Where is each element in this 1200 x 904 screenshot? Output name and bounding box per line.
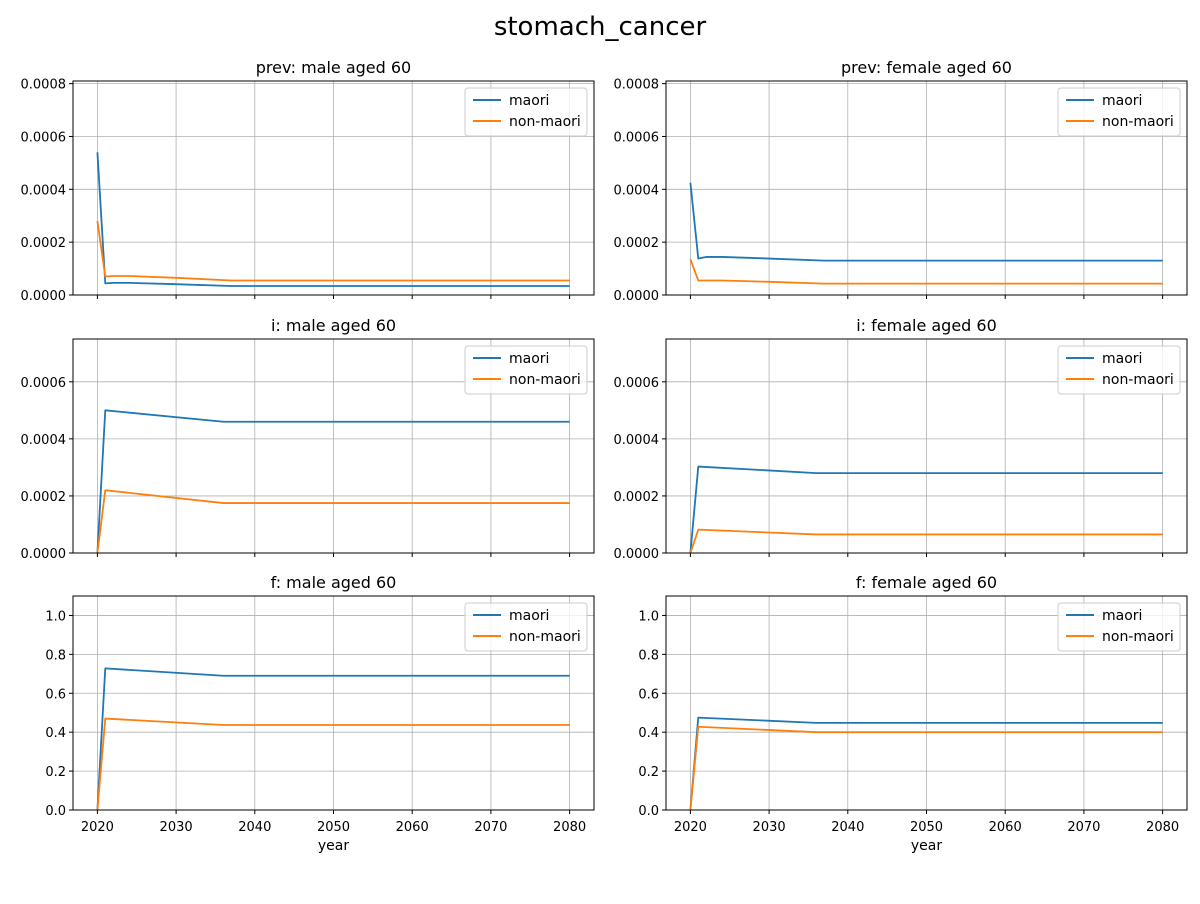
subplot-6: 2020 2030 2040 2050 2060 2070 2080 0.0 0.2 0.4 0.6… <box>638 573 1188 854</box>
y-tick-label: 0.0002 <box>21 236 67 251</box>
series-line-non-maori <box>689 259 1163 285</box>
series-line-non-maori <box>96 489 570 553</box>
subplot-title: i: male aged 60 <box>271 316 396 335</box>
y-tick-label: 0.4 <box>638 726 659 741</box>
series-line-non-maori <box>96 717 570 810</box>
y-tick-label: 0.0000 <box>614 547 660 562</box>
legend: maori non-maori <box>1057 345 1181 395</box>
legend-label-maori: maori <box>509 608 549 624</box>
legend-label-maori: maori <box>509 93 549 109</box>
y-tick-label: 1.0 <box>638 609 659 624</box>
y-tick-label: 0.2 <box>638 765 659 780</box>
y-tick-label: 0.0004 <box>21 433 67 448</box>
subplot-title: f: male aged 60 <box>271 573 397 592</box>
x-tick-label: 2040 <box>831 820 864 835</box>
y-tick-label: 0.0002 <box>614 490 660 505</box>
subplot-4: 0.0000 0.0002 0.0004 0.0006 i: female aged 6… <box>614 316 1188 562</box>
x-tick-label: 2030 <box>160 820 193 835</box>
subplot-title: prev: female aged 60 <box>841 58 1012 77</box>
legend: maori non-maori <box>1057 602 1181 652</box>
x-tick-label: 2050 <box>317 820 350 835</box>
y-tick-label: 0.0002 <box>614 236 660 251</box>
y-tick-label: 0.0008 <box>21 78 67 93</box>
legend-label-maori: maori <box>1102 351 1142 367</box>
legend-label-non-maori: non-maori <box>509 114 581 130</box>
x-tick-label: 2070 <box>474 820 507 835</box>
subplot-title: i: female aged 60 <box>856 316 997 335</box>
legend: maori non-maori <box>464 345 588 395</box>
legend-label-maori: maori <box>1102 608 1142 624</box>
y-tick-label: 0.0006 <box>21 376 67 391</box>
series-line-maori <box>689 465 1163 553</box>
y-tick-label: 0.0006 <box>614 376 660 391</box>
y-tick-label: 1.0 <box>45 609 66 624</box>
legend-label-non-maori: non-maori <box>1102 372 1174 388</box>
x-tick-label: 2020 <box>81 820 114 835</box>
x-tick-label: 2040 <box>238 820 271 835</box>
y-tick-label: 0.0006 <box>614 130 660 145</box>
y-tick-label: 0.8 <box>45 648 66 663</box>
legend: maori non-maori <box>1057 87 1181 137</box>
subplot-title: prev: male aged 60 <box>256 58 411 77</box>
legend: maori non-maori <box>464 602 588 652</box>
y-tick-label: 0.0000 <box>21 547 67 562</box>
x-tick-label: 2080 <box>1146 820 1179 835</box>
legend-label-maori: maori <box>1102 93 1142 109</box>
subplot-2: 0.0000 0.0002 0.0004 0.0006 0.0008 prev: fema… <box>614 58 1188 304</box>
figure-title: stomach_cancer <box>493 12 707 42</box>
subplot-1: 0.0000 0.0002 0.0004 0.0006 0.0008 prev: male… <box>21 58 595 304</box>
legend-label-maori: maori <box>509 351 549 367</box>
legend-label-non-maori: non-maori <box>1102 629 1174 645</box>
y-tick-label: 0.8 <box>638 648 659 663</box>
y-tick-label: 0.0004 <box>21 183 67 198</box>
x-tick-label: 2060 <box>989 820 1022 835</box>
x-tick-label: 2020 <box>674 820 707 835</box>
x-tick-label: 2050 <box>910 820 943 835</box>
series-line-non-maori <box>689 528 1163 553</box>
series-line-maori <box>96 667 570 810</box>
subplot-3: 0.0000 0.0002 0.0004 0.0006 i: male aged 60 m… <box>21 316 595 562</box>
y-tick-label: 0.6 <box>638 687 659 702</box>
series-line-non-maori <box>96 220 570 282</box>
legend: maori non-maori <box>464 87 588 137</box>
subplot-title: f: female aged 60 <box>856 573 997 592</box>
x-axis-label: year <box>911 838 942 854</box>
legend-label-non-maori: non-maori <box>1102 114 1174 130</box>
y-tick-label: 0.0000 <box>614 289 660 304</box>
y-tick-label: 0.6 <box>45 687 66 702</box>
x-tick-label: 2070 <box>1067 820 1100 835</box>
series-line-maori <box>96 152 570 287</box>
y-tick-label: 0.4 <box>45 726 66 741</box>
x-tick-label: 2030 <box>753 820 786 835</box>
series-line-non-maori <box>689 725 1163 810</box>
series-line-maori <box>96 409 570 553</box>
y-tick-label: 0.0006 <box>21 130 67 145</box>
x-tick-label: 2080 <box>553 820 586 835</box>
subplot-5: 2020 2030 2040 2050 2060 2070 2080 0.0 0.2 0.4 0.6… <box>45 573 595 854</box>
y-tick-label: 0.2 <box>45 765 66 780</box>
y-tick-label: 0.0004 <box>614 433 660 448</box>
x-tick-label: 2060 <box>396 820 429 835</box>
legend-label-non-maori: non-maori <box>509 629 581 645</box>
y-tick-label: 0.0002 <box>21 490 67 505</box>
y-tick-label: 0.0 <box>45 804 66 819</box>
y-tick-label: 0.0000 <box>21 289 67 304</box>
series-line-maori <box>689 182 1163 262</box>
y-tick-label: 0.0004 <box>614 183 660 198</box>
y-tick-label: 0.0 <box>638 804 659 819</box>
y-tick-label: 0.0008 <box>614 78 660 93</box>
x-axis-label: year <box>318 838 349 854</box>
legend-label-non-maori: non-maori <box>509 372 581 388</box>
